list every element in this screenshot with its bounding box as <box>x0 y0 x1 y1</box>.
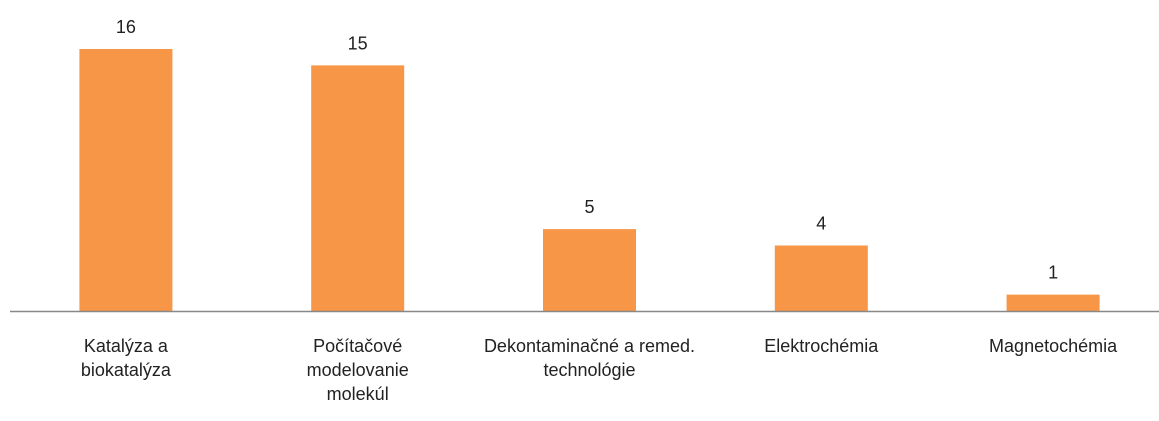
value-label: 15 <box>348 33 368 53</box>
value-label: 16 <box>116 17 136 37</box>
bar <box>774 245 868 311</box>
category-label: Elektrochémia <box>764 336 879 356</box>
bar <box>543 229 636 311</box>
bar <box>311 65 405 311</box>
category-label: Dekontaminačné a remed. technológie <box>483 336 696 380</box>
bar <box>1006 294 1100 311</box>
value-label: 5 <box>584 197 594 217</box>
category-label: Počítačové modelovanie molekúl <box>306 336 409 404</box>
value-label: 1 <box>1048 263 1058 283</box>
category-label: Katalýza a biokatalýza <box>80 336 171 380</box>
bar <box>79 49 173 311</box>
category-label: Magnetochémia <box>989 336 1118 356</box>
value-label: 4 <box>816 214 826 234</box>
